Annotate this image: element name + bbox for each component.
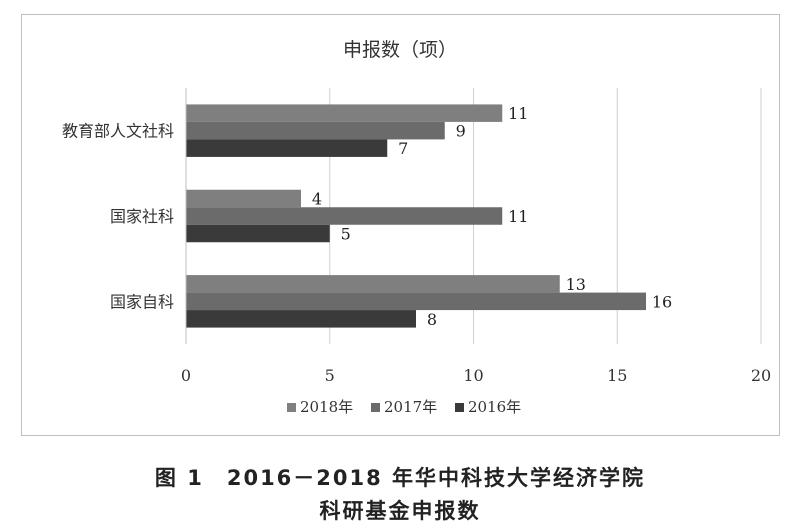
bar <box>186 121 445 140</box>
bar <box>186 275 560 293</box>
bar <box>186 189 301 208</box>
figure-caption-line1: 图 1 2016－2018 年华中科技大学经济学院 <box>154 466 646 490</box>
bar <box>186 139 388 157</box>
data-labels: 11 9 7 4 11 5 13 16 8 <box>312 104 672 329</box>
bar-group <box>186 104 646 328</box>
chart-title: 申报数（项） <box>343 39 457 61</box>
data-label: 4 <box>312 190 322 209</box>
bar <box>186 207 503 225</box>
chart-frame <box>21 14 780 436</box>
data-label: 7 <box>398 139 408 158</box>
legend-swatch <box>455 403 464 412</box>
bar <box>186 224 330 243</box>
bar <box>186 104 503 122</box>
data-label: 9 <box>456 122 466 141</box>
category-label: 国家自科 <box>110 292 174 311</box>
data-label: 11 <box>508 104 528 123</box>
legend-swatch <box>371 403 380 412</box>
legend-label: 2017年 <box>384 398 437 416</box>
data-label: 5 <box>341 225 351 244</box>
data-label: 11 <box>508 207 528 226</box>
figure-caption-line2: 科研基金申报数 <box>319 499 481 523</box>
data-label: 16 <box>652 292 672 311</box>
legend: 2018年 2017年 2016年 <box>287 398 521 416</box>
bar <box>186 310 416 328</box>
data-label: 13 <box>566 275 586 294</box>
category-label: 教育部人文社科 <box>62 122 174 141</box>
x-tick-label: 15 <box>607 366 627 385</box>
bar <box>186 292 646 311</box>
x-tick-label: 5 <box>325 366 335 385</box>
x-tick-label: 0 <box>181 366 191 385</box>
x-tick-label: 10 <box>463 366 483 385</box>
category-label: 国家社科 <box>110 207 174 226</box>
x-tick-label: 20 <box>751 366 771 385</box>
legend-label: 2018年 <box>300 398 353 416</box>
data-label: 8 <box>427 310 437 329</box>
legend-swatch <box>287 403 296 412</box>
legend-label: 2016年 <box>468 398 521 416</box>
